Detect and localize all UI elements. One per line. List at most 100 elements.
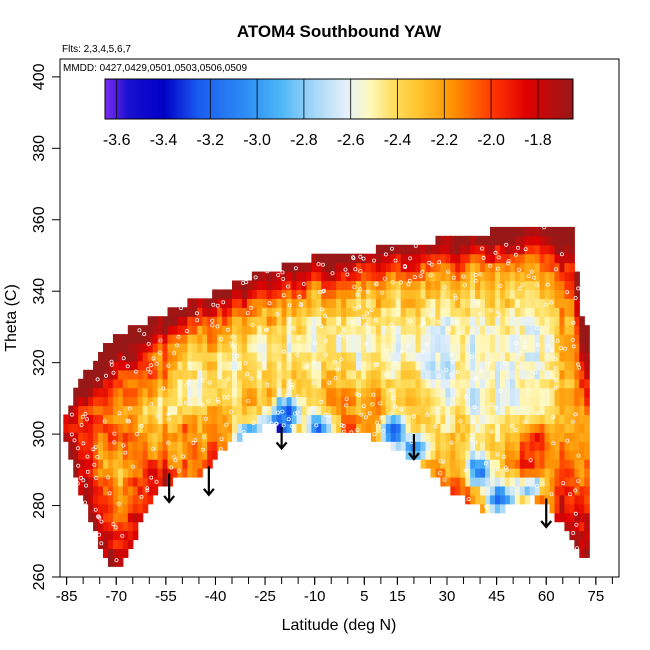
heat-cell [132,441,139,451]
heat-cell [172,459,179,469]
observation-point [343,335,348,340]
heat-cell [559,271,566,282]
colorbar-swatch [177,79,181,119]
heat-cell [232,325,238,335]
heat-cell [356,405,362,416]
heat-cell [480,485,486,496]
heat-cell [504,378,511,389]
heat-cell [157,432,164,442]
heat-cell [93,512,99,523]
heat-cell [549,459,556,469]
observation-point [571,531,576,536]
heat-cell [440,351,446,362]
colorbar-swatch [242,79,246,119]
heat-cell [499,244,506,255]
heat-cell [331,316,337,326]
observation-point [121,443,126,448]
heat-cell [147,441,154,451]
heat-cell [524,396,531,407]
heat-cell [475,476,481,487]
heat-cell [415,307,422,317]
heat-cell [584,432,590,442]
heat-cell [494,450,501,460]
heat-cell [390,414,397,424]
heat-cell [450,360,456,371]
heat-cell [529,468,536,478]
heat-cell [410,262,417,273]
heat-cell [460,476,466,487]
heat-cell [579,343,585,353]
heat-cell [504,459,511,469]
heat-cell [485,325,491,335]
heat-cell [549,262,556,273]
heat-cell [380,414,387,424]
heat-cell [455,262,461,273]
heat-cell [430,343,437,353]
heat-cell [524,298,531,308]
observation-point [178,306,183,311]
heat-cell [490,485,496,496]
heat-cell [544,325,551,335]
heat-cell [147,468,154,478]
observation-point [553,378,558,383]
observation-point [428,272,433,277]
heat-cell [559,298,566,308]
heat-cell [365,369,372,380]
heat-cell [78,441,84,451]
heat-cell [490,244,496,255]
heat-cell [142,360,149,371]
heat-cell [574,334,580,344]
observation-point [540,481,545,486]
heat-cell [112,343,119,353]
heat-cell [311,405,317,416]
observation-point [229,341,234,346]
heat-cell [122,494,129,505]
colorbar-frame [104,78,574,120]
heat-cell [261,378,268,389]
heat-cell [162,432,169,442]
heat-cell [162,450,169,460]
heat-cell [232,334,238,344]
heat-cell [375,271,382,282]
observation-point [319,307,324,312]
heat-cell [251,343,258,353]
heat-cell [375,414,382,424]
observation-point [438,459,443,464]
heat-cell [455,432,461,442]
heat-cell [152,441,159,451]
heat-cell [584,441,590,451]
heat-cell [425,396,432,407]
observation-point [356,393,361,398]
heat-cell [490,476,496,487]
observation-point [293,266,298,271]
heat-cell [326,414,332,424]
observation-point [218,337,223,342]
heat-cell [142,450,149,460]
heat-cell [107,494,114,505]
heat-cell [286,262,293,273]
colorbar-swatch [497,79,501,119]
heat-cell [475,468,481,478]
heat-cell [430,414,437,424]
heat-cell [584,423,590,433]
observation-point [145,488,150,493]
heat-cell [306,271,312,282]
heat-cell [494,244,501,255]
heat-cell [117,539,124,550]
heat-cell [509,226,516,237]
heat-cell [202,351,208,362]
heat-cell [405,244,412,255]
observation-point [473,272,478,277]
heat-cell [311,396,317,407]
heat-cell [98,494,104,505]
heat-cell [271,387,278,398]
observation-point [107,491,112,496]
observation-point [553,385,558,390]
heat-cell [251,360,258,371]
observation-point [544,302,549,307]
observation-point [545,282,550,287]
observation-point [408,256,413,261]
heat-cell [380,316,387,326]
heat-cell [142,441,149,451]
heat-cell [142,325,149,335]
